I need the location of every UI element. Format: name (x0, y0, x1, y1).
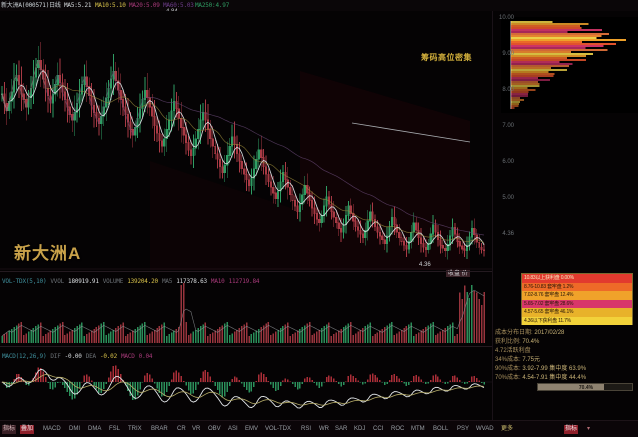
volume-header-item-7: MA10 (210, 278, 225, 285)
toolbar-button--[interactable]: 指标 (2, 425, 17, 434)
pane-divider-2 (0, 346, 492, 347)
macd-header-item-2: -0.00 (64, 353, 82, 360)
toolbar-button-vol-tdx[interactable]: VOL-TDX (265, 426, 292, 432)
chart-info-header: 新大洲A(000571)日线 MA5:5.21 MA10:5.10 MA20:5.09… (0, 0, 638, 11)
header-segment-0: 新大洲A(000571)日线 (1, 2, 61, 9)
price-axis-tick: 5.00 (502, 195, 514, 201)
volume-header-item-6: 117378.63 (176, 278, 207, 285)
macd-indicator-header: MACD(12,26,9) DIF -0.00 DEA -0.02 MACD 0.04 (2, 353, 156, 361)
macd-header-item-5: MACD (121, 353, 135, 360)
stock-name-watermark: 新大洲A (14, 244, 82, 263)
toolbar-button--[interactable]: 更多 (501, 426, 514, 432)
toolbar-button-macd[interactable]: MACD (43, 426, 61, 432)
header-segment-3: MA20:5.09 (129, 2, 160, 9)
toolbar-button-dma[interactable]: DMA (88, 426, 102, 432)
chip-stat-row: 34%成本: 7.75元 (495, 357, 541, 363)
toolbar-button-roc[interactable]: ROC (391, 426, 405, 432)
header-segment-1: MA5:5.21 (64, 2, 92, 9)
toolbar-button-asi[interactable]: ASI (228, 426, 238, 432)
toolbar-button-obv[interactable]: OBV (208, 426, 221, 432)
macd-header-item-0: MACD(12,26,9) (2, 353, 47, 360)
candlestick-chart[interactable] (0, 11, 492, 270)
toolbar-button-mtm[interactable]: MTM (411, 426, 425, 432)
cost-band-row: 8.76-10.83 套牢盘 1.2% (522, 282, 632, 291)
profit-ratio-progress: 70.4% (537, 383, 633, 391)
toolbar-button--[interactable]: 指标 (564, 425, 579, 434)
volume-bars[interactable] (0, 277, 492, 345)
cost-band-row: 4.57-5.65 套牢盘 46.1% (522, 308, 632, 317)
toolbar-button-wvad[interactable]: WVAD (476, 426, 494, 432)
cost-band-row: 7.02-8.76 套牢盘 12.4% (522, 291, 632, 300)
toolbar-button-fsl[interactable]: FSL (109, 426, 121, 432)
profit-ratio-value: 70.4% (578, 385, 594, 391)
pane-divider-1 (0, 271, 492, 272)
volume-header-item-4: 139204.20 (127, 278, 158, 285)
cost-band-legend: 10.83以上获利盘 0.00% 8.76-10.83 套牢盘 1.2% 7.02-… (521, 273, 633, 325)
macd-header-item-1: DIF (50, 353, 61, 360)
toolbar-button--[interactable]: ▾ (587, 426, 591, 432)
price-axis-tick: 7.00 (502, 123, 514, 129)
price-axis-tick: 6.00 (502, 159, 514, 165)
volume-header-item-5: MA5 (161, 278, 173, 285)
volume-pane[interactable]: VOL-TDX(5,10) VVOL 180919.91 VOLUME 139204.2… (0, 277, 492, 345)
chip-distribution-histogram (501, 17, 638, 113)
header-segment-5: MA250:4.97 (195, 2, 230, 9)
indicator-toolbar[interactable]: 指标 叠加 MACD DMI DMA FSL TRIX BRAR CR VR OBV ASI EMV VO… (0, 420, 638, 437)
chip-stat-row: 获利比例: 70.4% (495, 339, 540, 345)
macd-pane[interactable]: MACD(12,26,9) DIF -0.00 DEA -0.02 MACD 0.04 (0, 352, 492, 420)
toolbar-button-trix[interactable]: TRIX (128, 426, 142, 432)
toolbar-button-cr[interactable]: CR (177, 426, 186, 432)
toolbar-button-cci[interactable]: CCI (373, 426, 384, 432)
price-chart-pane[interactable]: 新大洲A (0, 11, 492, 270)
chip-stats-table: 成本分布日期: 2017/02/28 获利比例: 70.4% 4.72活跃利盘 34… (495, 329, 638, 383)
chip-stat-row: 成本分布日期: 2017/02/28 (495, 330, 565, 336)
toolbar-button-rsi[interactable]: RSI (301, 426, 312, 432)
cost-band-row: 5.65-7.02 套牢盘 28.6% (522, 299, 632, 308)
price-axis-tick: 9.00 (502, 51, 514, 57)
volume-header-item-0: VOL-TDX(5,10) (2, 278, 47, 285)
toolbar-button--[interactable]: 叠加 (20, 425, 35, 434)
macd-header-item-4: -0.02 (99, 353, 117, 360)
price-axis-tick: 4.36 (502, 231, 514, 237)
price-axis-tick: 10.00 (498, 15, 514, 21)
toolbar-button-sar[interactable]: SAR (335, 426, 348, 432)
volume-header-item-3: VOLUME (102, 278, 124, 285)
toolbar-button-psy[interactable]: PSY (457, 426, 470, 432)
chip-distribution-panel[interactable]: 10.83以上获利盘 0.00% 8.76-10.83 套牢盘 1.2% 7.02-… (492, 11, 638, 420)
macd-chart[interactable] (0, 352, 492, 420)
volume-header-item-1: VVOL (50, 278, 65, 285)
close-price-badge: 收盘 价 (446, 270, 470, 278)
toolbar-button-emv[interactable]: EMV (245, 426, 259, 432)
toolbar-button-kdj[interactable]: KDJ (354, 426, 366, 432)
header-segment-4: MA60:5.03 (163, 2, 194, 9)
chip-concentration-annotation: 筹码高位密集 (421, 53, 472, 62)
macd-header-item-3: DEA (85, 353, 96, 360)
toolbar-button-dmi[interactable]: DMI (69, 426, 80, 432)
chip-stat-row: 4.72活跃利盘 (495, 348, 531, 354)
macd-header-item-6: 0.04 (138, 353, 153, 360)
chip-stat-row: 90%成本: 3.92-7.99 集中度 63.9% (495, 366, 587, 372)
cost-band-row: 10.83以上获利盘 0.00% (522, 274, 632, 283)
header-segment-2: MA10:5.10 (95, 2, 126, 9)
volume-header-item-2: 180919.91 (68, 278, 99, 285)
toolbar-button-boll[interactable]: BOLL (433, 426, 449, 432)
cost-band-row: 4.36以下获利盘 11.7% (522, 316, 632, 325)
volume-indicator-header: VOL-TDX(5,10) VVOL 180919.91 VOLUME 139204.2… (2, 278, 263, 286)
volume-header-item-8: 112719.84 (228, 278, 260, 285)
toolbar-button-vr[interactable]: VR (192, 426, 201, 432)
toolbar-button-brar[interactable]: BRAR (151, 426, 168, 432)
toolbar-button-wr[interactable]: WR (319, 426, 329, 432)
chip-stat-row: 70%成本: 4.54-7.91 集中度 44.4% (495, 375, 587, 381)
last-price-label: 4.36 (419, 262, 431, 268)
price-axis-tick: 8.00 (502, 87, 514, 93)
